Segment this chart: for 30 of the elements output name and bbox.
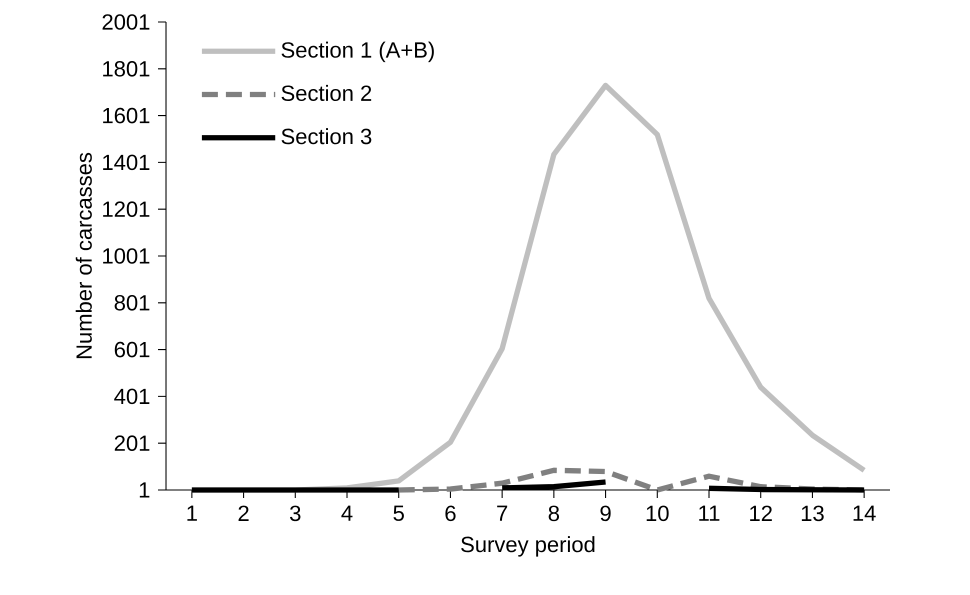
x-tick-label: 5 [393, 506, 404, 521]
y-tick-label: 1601 [103, 108, 150, 124]
y-tick-label: 801 [114, 294, 150, 311]
y-tick-label: 1 [140, 482, 150, 498]
legend-label: Section 3 [282, 128, 372, 144]
x-axis-title: Survey period [461, 536, 594, 557]
y-axis-title: Number of carcasses [76, 152, 92, 358]
y-tick-label: 1201 [103, 201, 150, 217]
y-tick-label: 1001 [103, 248, 150, 264]
x-tick-label: 8 [548, 506, 560, 522]
x-tick-label: 7 [497, 506, 508, 521]
x-tick-label: 11 [699, 506, 720, 521]
x-tick-label: 6 [445, 506, 456, 522]
x-tick-label: 4 [341, 506, 352, 521]
x-tick-label: 3 [290, 506, 300, 522]
y-tick-label: 201 [114, 435, 150, 451]
x-tick-label: 12 [750, 506, 772, 521]
y-tick-label: 1401 [103, 154, 150, 170]
x-tick-label: 9 [600, 506, 611, 522]
x-tick-label: 1 [187, 506, 197, 521]
y-tick-label: 601 [114, 342, 150, 358]
x-tick-label: 13 [802, 506, 824, 522]
legend-label: Section 2 [282, 84, 372, 102]
legend-label: Section 1 (A+B) [282, 42, 434, 62]
y-tick-label: 2001 [102, 14, 150, 30]
y-tick-label: 1801 [103, 60, 150, 77]
y-tick-label: 401 [114, 388, 150, 404]
x-tick-label: 10 [646, 506, 669, 522]
x-tick-label: 14 [854, 506, 876, 521]
x-tick-label: 2 [238, 506, 249, 521]
